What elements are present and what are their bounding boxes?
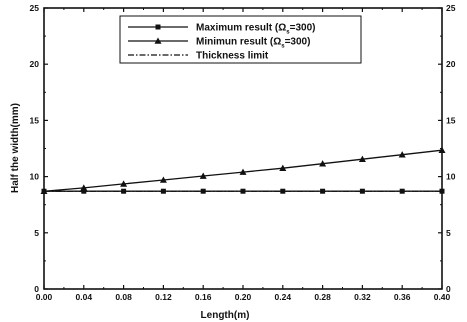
data-point-0 (121, 188, 127, 194)
plot-series (40, 146, 446, 195)
y-axis-title: Half the width(mm) (10, 103, 21, 193)
legend: Maximum result (Ωs=300)Minimun result (Ω… (119, 15, 362, 64)
data-point-1 (199, 172, 207, 179)
x-tick-label: 0.04 (76, 292, 93, 302)
x-tick-label: 0.00 (36, 292, 53, 302)
data-point-1 (319, 160, 327, 167)
x-tick-label: 0.08 (115, 292, 132, 302)
y-tick-label: 15 (30, 115, 40, 125)
right-y-tick-label: 5 (446, 228, 451, 238)
data-point-0 (160, 188, 166, 194)
y-tick-label: 25 (30, 3, 40, 13)
x-tick-label: 0.28 (314, 292, 331, 302)
y-tick-label: 5 (34, 228, 39, 238)
y-tick-label: 20 (30, 59, 40, 69)
data-point-1 (80, 184, 88, 191)
x-tick-label: 0.16 (195, 292, 212, 302)
data-point-1 (120, 180, 128, 187)
data-point-1 (159, 176, 167, 183)
x-tick-label: 0.20 (235, 292, 252, 302)
data-point-1 (398, 151, 406, 158)
data-point-1 (438, 146, 446, 153)
data-point-0 (280, 188, 286, 194)
legend-marker-0 (155, 24, 161, 30)
x-tick-label: 0.32 (354, 292, 371, 302)
legend-label-0: Maximum result (Ωs=300) (196, 23, 315, 36)
right-y-tick-label: 10 (446, 172, 456, 182)
y-tick-label: 0 (34, 284, 39, 294)
right-y-tick-label: 20 (446, 59, 456, 69)
data-point-0 (240, 188, 246, 194)
x-tick-label: 0.12 (155, 292, 172, 302)
right-y-tick-label: 0 (446, 284, 451, 294)
right-y-tick-label: 15 (446, 115, 456, 125)
data-point-0 (439, 188, 445, 194)
y-tick-label: 10 (30, 172, 40, 182)
data-point-0 (81, 188, 87, 194)
axes: 0.00 0.04 0.08 0.12 0.16 0.20 0.24 0.28 0.32 0.36… (30, 3, 456, 302)
x-tick-label: 0.24 (275, 292, 292, 302)
x-axis-title: Length(m) (201, 310, 250, 321)
data-point-1 (40, 187, 48, 195)
x-tick-label: 0.36 (394, 292, 411, 302)
data-point-0 (320, 188, 326, 194)
right-y-tick-label: 25 (446, 3, 456, 13)
legend-marker-1 (154, 37, 162, 44)
data-point-1 (239, 168, 247, 175)
x-tick-label: 0.40 (434, 292, 451, 302)
data-point-0 (399, 188, 405, 194)
data-point-1 (358, 155, 366, 162)
data-point-0 (200, 188, 206, 194)
legend-label-2: Thickness limit (196, 51, 269, 62)
data-point-0 (359, 188, 365, 194)
data-point-1 (279, 164, 287, 171)
